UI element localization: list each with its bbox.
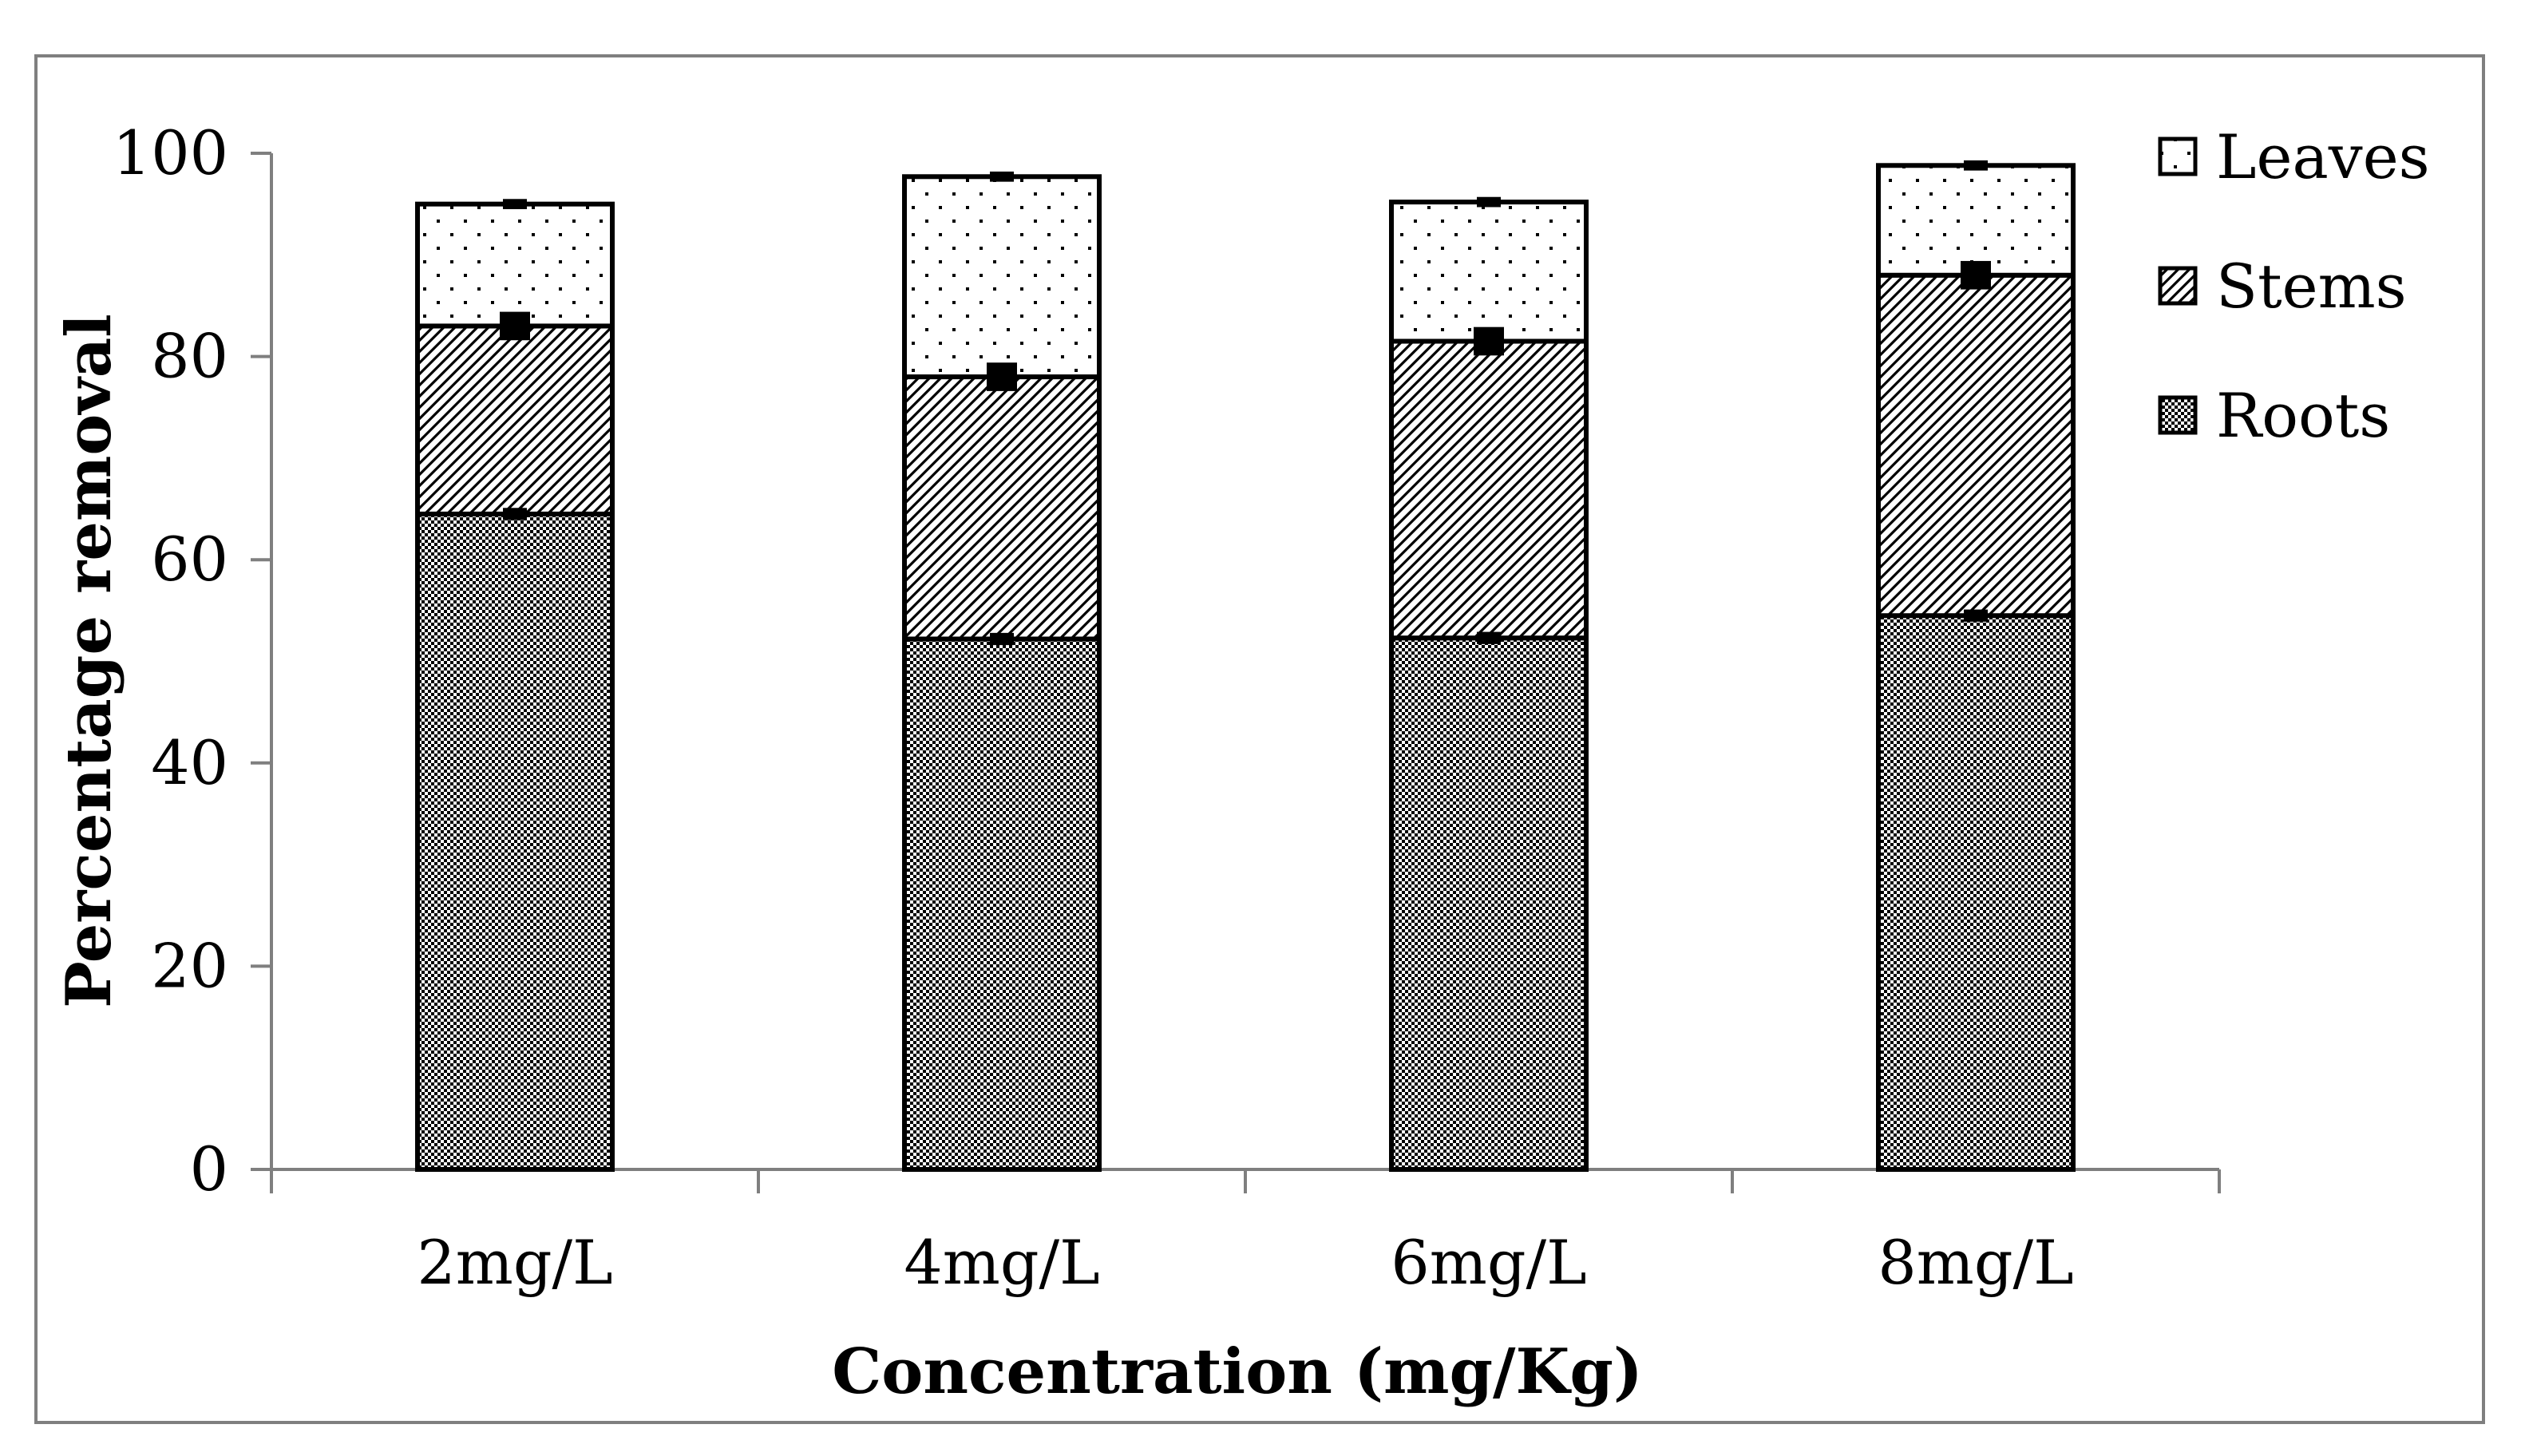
bar-roots-2mg-l xyxy=(415,511,615,1172)
y-tick-label: 60 xyxy=(151,524,228,595)
x-tick-label-6mg-l: 6mg/L xyxy=(1391,1227,1586,1298)
error-bar-leaves-6mg-l xyxy=(1477,196,1501,208)
legend-label-stems: Stems xyxy=(2216,251,2407,322)
x-axis: 2mg/L 4mg/L 6mg/L 8mg/L xyxy=(270,1168,2221,1298)
bar-stems-2mg-l xyxy=(415,323,615,516)
bar-leaves-6mg-l xyxy=(1389,200,1589,344)
error-bar-roots-6mg-l xyxy=(1477,631,1501,644)
figure-border xyxy=(34,54,2485,1424)
x-tick-label-2mg-l: 2mg/L xyxy=(417,1227,612,1298)
error-bar-stems-2mg-l xyxy=(500,311,530,341)
y-axis: 0 20 40 60 80 100 xyxy=(113,117,273,1205)
error-bar-stems-4mg-l xyxy=(987,362,1017,391)
y-axis-title: Percentage removal xyxy=(53,314,125,1008)
x-axis-title: Concentration (mg/Kg) xyxy=(832,1335,1643,1408)
bar-roots-6mg-l xyxy=(1389,635,1589,1172)
bar-leaves-2mg-l xyxy=(415,201,615,329)
bar-stems-8mg-l xyxy=(1876,272,2076,619)
bar-leaves-8mg-l xyxy=(1876,163,2076,278)
bar-leaves-4mg-l xyxy=(902,174,1102,380)
legend-swatch-roots xyxy=(2158,395,2198,435)
y-tick-label: 100 xyxy=(113,117,228,188)
legend-label-leaves: Leaves xyxy=(2216,121,2430,192)
error-bar-roots-8mg-l xyxy=(1964,609,1988,622)
legend-swatch-stems xyxy=(2158,266,2198,306)
legend-label-roots: Roots xyxy=(2216,380,2390,451)
error-bar-leaves-4mg-l xyxy=(990,171,1014,182)
bars xyxy=(415,163,2076,1172)
error-bars xyxy=(500,160,1991,646)
y-tick-label: 0 xyxy=(190,1134,228,1205)
y-tick-label: 20 xyxy=(151,930,228,1001)
error-bar-leaves-2mg-l xyxy=(503,199,527,210)
y-tick-label: 40 xyxy=(151,727,228,798)
x-tick-label-4mg-l: 4mg/L xyxy=(904,1227,1099,1298)
bar-stems-4mg-l xyxy=(902,374,1102,642)
y-tick-label: 80 xyxy=(151,321,228,392)
error-bar-stems-6mg-l xyxy=(1474,326,1504,356)
error-bar-roots-2mg-l xyxy=(503,508,527,520)
bar-stems-6mg-l xyxy=(1389,338,1589,641)
legend: Leaves Stems Roots xyxy=(2158,121,2430,451)
error-bar-roots-4mg-l xyxy=(990,632,1014,646)
bar-roots-4mg-l xyxy=(902,636,1102,1172)
x-tick-label-8mg-l: 8mg/L xyxy=(1878,1227,2073,1298)
error-bar-leaves-8mg-l xyxy=(1964,160,1988,171)
legend-swatch-leaves xyxy=(2158,136,2198,176)
bar-roots-8mg-l xyxy=(1876,613,2076,1172)
error-bar-stems-8mg-l xyxy=(1961,260,1991,290)
